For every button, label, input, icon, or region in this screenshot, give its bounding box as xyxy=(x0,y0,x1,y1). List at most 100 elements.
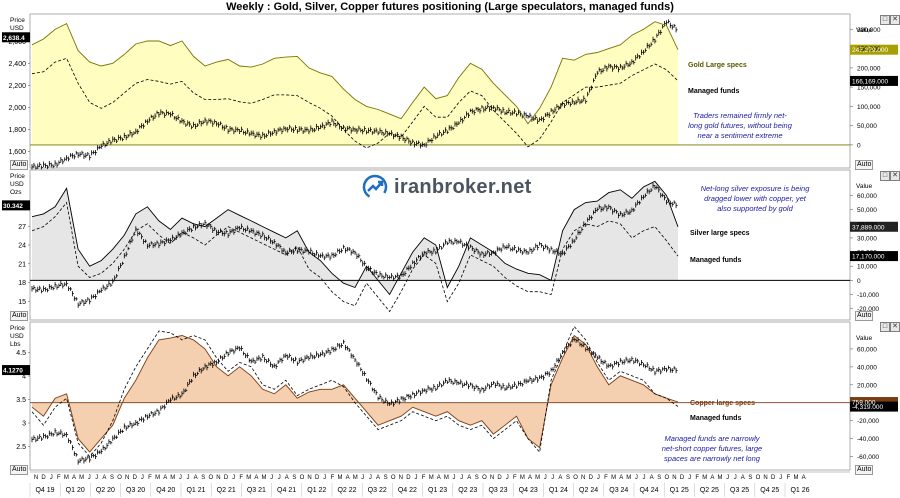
close-panel-icon[interactable]: ✕ xyxy=(890,15,900,25)
quarter-tick-label: Q2 25 xyxy=(700,487,719,494)
series-value-box xyxy=(850,44,898,55)
month-tick-label: A xyxy=(376,475,380,481)
month-tick-label: J xyxy=(726,475,729,481)
quarter-tick-label: Q4 23 xyxy=(519,487,538,494)
quarter-tick-label: Q1 24 xyxy=(549,487,568,494)
series-line-gold xyxy=(31,21,679,125)
month-tick-label: A xyxy=(710,475,714,481)
series-value-label: 247,279.000 xyxy=(852,47,889,54)
series-line-copper xyxy=(31,334,679,453)
managed-value-box xyxy=(850,251,898,262)
month-tick-label: A xyxy=(437,475,441,481)
auto-scale-button[interactable]: Auto xyxy=(10,465,29,475)
current-price-label: 30.342 xyxy=(3,203,23,210)
right-tick-label: 20,000 xyxy=(857,382,877,389)
series-name-label: Silver large specs xyxy=(690,230,750,237)
month-tick-label: J xyxy=(643,475,646,481)
managed-value-label: -4,319.000 xyxy=(852,404,883,411)
left-axis-unit: USD xyxy=(10,25,24,32)
month-tick-label: J xyxy=(506,475,509,481)
series-value-label: 37,889.000 xyxy=(852,224,885,231)
month-tick-label: J xyxy=(95,475,98,481)
month-tick-label: N xyxy=(34,475,38,481)
month-tick-label: M xyxy=(535,475,540,481)
month-tick-label: M xyxy=(611,475,616,481)
month-tick-label: O xyxy=(300,475,305,481)
month-tick-label: J xyxy=(369,475,372,481)
month-tick-label: S xyxy=(566,475,570,481)
right-tick-label: -20,000 xyxy=(857,306,879,313)
month-tick-label: A xyxy=(194,475,198,481)
chart-title: Weekly : Gold, Silver, Copper futures po… xyxy=(226,1,674,13)
month-tick-label: M xyxy=(246,475,251,481)
month-tick-label: M xyxy=(262,475,267,481)
quarter-tick-label: Q1 25 xyxy=(670,487,689,494)
month-tick-label: O xyxy=(664,475,669,481)
auto-scale-button[interactable]: Auto xyxy=(10,311,29,321)
month-tick-label: A xyxy=(72,475,76,481)
month-tick-label: A xyxy=(163,475,167,481)
month-tick-label: O xyxy=(573,475,578,481)
collapse-panel-button[interactable]: □ xyxy=(880,15,890,25)
month-tick-label: A xyxy=(619,475,623,481)
right-tick-label: 40,000 xyxy=(857,364,877,371)
month-tick-label: S xyxy=(657,475,661,481)
month-tick-label: M xyxy=(794,475,799,481)
month-tick-label: D xyxy=(41,475,46,481)
chart-panel-silver xyxy=(2,169,898,321)
month-tick-label: J xyxy=(551,475,554,481)
month-tick-label: J xyxy=(460,475,463,481)
quarter-tick-label: Q4 21 xyxy=(277,487,296,494)
collapse-panel-button[interactable]: □ xyxy=(880,322,890,332)
current-price-box xyxy=(2,365,30,376)
month-tick-label: M xyxy=(718,475,723,481)
auto-scale-button[interactable]: Auto xyxy=(855,160,874,170)
month-tick-label: D xyxy=(680,475,685,481)
collapse-panel-button[interactable]: □ xyxy=(880,171,890,181)
month-tick-label: N xyxy=(763,475,767,481)
month-tick-label: O xyxy=(756,475,761,481)
right-tick-label: 50,000 xyxy=(857,207,877,214)
right-axis-label: Value xyxy=(856,27,873,34)
annotation-text: dragged lower with copper, yet xyxy=(704,194,807,203)
month-tick-label: M xyxy=(429,475,434,481)
brand-logo-icon xyxy=(362,174,388,200)
auto-scale-button[interactable]: Auto xyxy=(855,465,874,475)
month-tick-label: J xyxy=(779,475,782,481)
chart-panel-gold xyxy=(2,13,898,171)
month-tick-label: F xyxy=(695,475,699,481)
quarter-tick-label: Q2 24 xyxy=(579,487,598,494)
quarter-tick-label: Q4 20 xyxy=(156,487,175,494)
right-tick-label: 50,000 xyxy=(857,123,877,130)
managed-funds-line xyxy=(31,325,679,458)
quarter-tick-label: Q1 21 xyxy=(186,487,205,494)
month-tick-label: F xyxy=(422,475,426,481)
month-tick-label: S xyxy=(384,475,388,481)
close-panel-icon[interactable]: ✕ xyxy=(890,322,900,332)
month-tick-label: M xyxy=(353,475,358,481)
auto-scale-button[interactable]: Auto xyxy=(855,311,874,321)
right-tick-label: 60,000 xyxy=(857,193,877,200)
annotation-text: net-short copper futures, large xyxy=(662,444,762,453)
managed-value-label: 17,170.000 xyxy=(852,254,885,261)
current-price-box xyxy=(2,200,30,211)
month-tick-label: M xyxy=(64,475,69,481)
month-tick-label: J xyxy=(544,475,547,481)
close-panel-icon[interactable]: ✕ xyxy=(890,171,900,181)
current-price-label: 4.1270 xyxy=(3,368,23,375)
left-tick-label: 2,000 xyxy=(8,105,26,112)
quarter-tick-label: Q2 21 xyxy=(217,487,236,494)
series-area-copper xyxy=(32,335,678,453)
month-tick-label: A xyxy=(528,475,532,481)
managed-funds-label: Managed funds xyxy=(688,88,739,95)
auto-scale-button[interactable]: Auto xyxy=(10,160,29,170)
right-tick-label: 300,000 xyxy=(857,27,881,34)
right-tick-label: 0 xyxy=(857,278,861,285)
current-price-label: 2,638.4 xyxy=(3,35,25,42)
quarter-tick-label: Q4 25 xyxy=(760,487,779,494)
month-tick-label: A xyxy=(558,475,562,481)
quarter-tick-label: Q1 23 xyxy=(428,487,447,494)
month-tick-label: N xyxy=(216,475,220,481)
quarter-tick-label: Q4 22 xyxy=(398,487,417,494)
right-tick-label: 150,000 xyxy=(857,85,881,92)
